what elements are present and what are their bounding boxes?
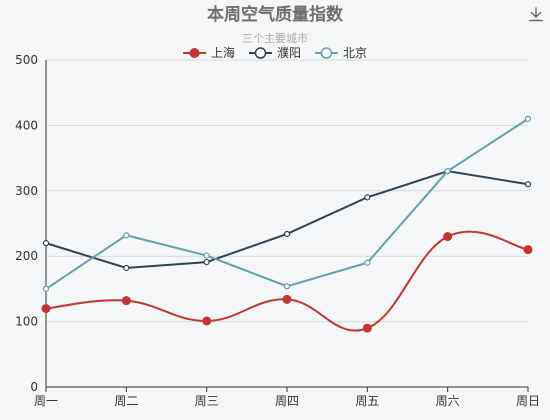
series-line bbox=[45, 170, 529, 269]
data-point[interactable] bbox=[121, 296, 131, 306]
y-tick-label: 300 bbox=[15, 184, 38, 198]
legend-item[interactable]: 上海 bbox=[183, 45, 235, 60]
data-point[interactable] bbox=[42, 240, 50, 247]
x-tick-label: 周六 bbox=[436, 394, 460, 408]
series-layer bbox=[41, 115, 533, 333]
data-point[interactable] bbox=[364, 194, 371, 201]
data-point[interactable] bbox=[524, 115, 532, 122]
legend: 上海 濮阳 北京 bbox=[183, 45, 367, 60]
data-point[interactable] bbox=[282, 294, 292, 304]
x-tick-label: 周日 bbox=[516, 394, 540, 408]
grid-lines bbox=[46, 59, 528, 323]
download-icon[interactable] bbox=[526, 4, 546, 24]
series-0 bbox=[41, 230, 533, 333]
data-point[interactable] bbox=[364, 259, 371, 266]
axes: 0 100 200 300 400 500 周一 周二 周三 周四 周五 周六 周日 bbox=[15, 53, 540, 408]
x-tick-label: 周三 bbox=[195, 394, 219, 408]
data-point[interactable] bbox=[283, 230, 291, 238]
x-tick-label: 周四 bbox=[275, 394, 299, 408]
data-point[interactable] bbox=[123, 264, 130, 272]
y-tick-label: 400 bbox=[15, 118, 38, 132]
legend-item[interactable]: 濮阳 bbox=[249, 45, 301, 60]
legend-label: 濮阳 bbox=[277, 45, 301, 60]
x-tick-label: 周二 bbox=[114, 394, 138, 408]
data-point[interactable] bbox=[444, 168, 451, 175]
series-line bbox=[45, 118, 529, 290]
series-1 bbox=[42, 168, 532, 272]
data-point[interactable] bbox=[362, 323, 372, 333]
series-line bbox=[45, 230, 529, 332]
data-point[interactable] bbox=[42, 285, 50, 292]
data-point[interactable] bbox=[283, 283, 291, 290]
legend-item[interactable]: 北京 bbox=[315, 46, 367, 60]
x-tick-label: 周五 bbox=[355, 394, 379, 408]
x-tick-label: 周一 bbox=[34, 394, 58, 408]
data-point[interactable] bbox=[524, 181, 532, 188]
legend-marker bbox=[254, 47, 267, 59]
data-point[interactable] bbox=[41, 304, 51, 314]
y-tick-label: 500 bbox=[15, 53, 38, 67]
data-point[interactable] bbox=[202, 316, 212, 326]
data-point[interactable] bbox=[523, 245, 533, 255]
data-point[interactable] bbox=[443, 232, 453, 242]
chart-title: 本周空气质量指数 bbox=[207, 4, 344, 25]
y-tick-label: 100 bbox=[15, 315, 38, 329]
y-tick-label: 0 bbox=[30, 380, 38, 394]
chart-subtitle: 三个主要城市 bbox=[242, 31, 308, 45]
data-point[interactable] bbox=[203, 252, 210, 259]
legend-label: 上海 bbox=[211, 45, 235, 60]
legend-marker bbox=[189, 48, 200, 58]
y-tick-label: 200 bbox=[15, 249, 38, 263]
legend-marker bbox=[320, 47, 333, 59]
data-point[interactable] bbox=[203, 258, 210, 266]
legend-label: 北京 bbox=[343, 46, 367, 60]
data-point[interactable] bbox=[123, 232, 130, 239]
series-2 bbox=[42, 115, 532, 292]
